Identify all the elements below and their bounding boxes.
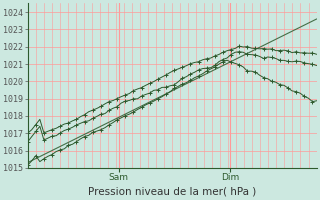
X-axis label: Pression niveau de la mer( hPa ): Pression niveau de la mer( hPa )	[88, 187, 256, 197]
